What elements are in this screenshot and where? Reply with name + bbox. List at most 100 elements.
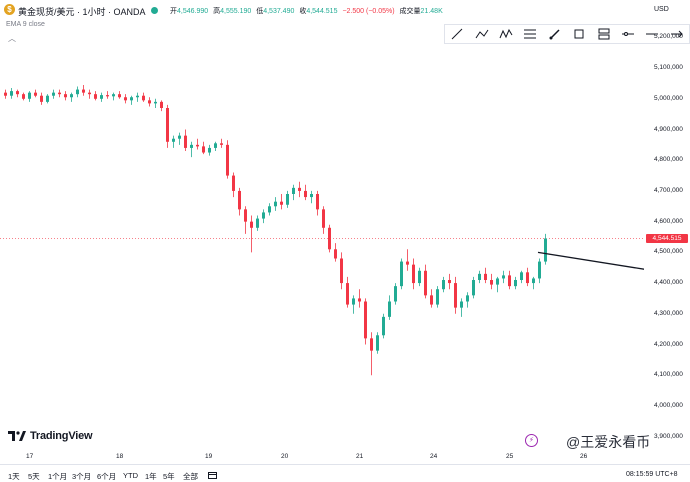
candle xyxy=(478,270,481,284)
candle xyxy=(178,132,181,145)
candle-body xyxy=(394,286,397,302)
candle xyxy=(76,86,79,98)
long-position-icon[interactable] xyxy=(596,27,612,41)
candle-body xyxy=(130,97,133,101)
time-tick-label: 25 xyxy=(506,453,514,460)
period-all[interactable]: 全部 xyxy=(183,472,198,481)
candle-body xyxy=(196,144,199,147)
candle-body xyxy=(220,143,223,145)
candle xyxy=(346,276,349,308)
period-ytd[interactable]: YTD xyxy=(123,471,138,480)
currency-label[interactable]: USD xyxy=(654,6,669,13)
xabcd-pattern-icon[interactable] xyxy=(498,27,514,41)
candle-body xyxy=(478,273,481,280)
period-6m[interactable]: 6个月 xyxy=(97,472,117,481)
candle xyxy=(298,181,301,198)
period-3m[interactable]: 3个月 xyxy=(72,472,92,481)
collapse-legend-button[interactable]: ︿ xyxy=(8,34,16,43)
lightning-icon[interactable]: ⚡ xyxy=(525,434,538,447)
candle xyxy=(250,215,253,253)
candle xyxy=(142,92,145,102)
price-tick-label: 4,100,000 xyxy=(654,371,683,379)
period-1m[interactable]: 1个月 xyxy=(48,472,68,481)
date-range-icon[interactable] xyxy=(208,471,217,481)
trend-line-icon[interactable] xyxy=(449,27,465,41)
candle-body xyxy=(214,143,217,148)
candle-body xyxy=(82,89,85,93)
candle-body xyxy=(418,270,421,284)
horizontal-line-icon[interactable] xyxy=(620,27,636,41)
watermark-text: @王爱永看币 xyxy=(566,434,651,450)
candle-body xyxy=(490,280,493,285)
candle-body xyxy=(208,147,211,153)
candle xyxy=(442,276,445,293)
candle xyxy=(304,184,307,201)
time-tick-label: 24 xyxy=(430,453,438,460)
brush-icon[interactable] xyxy=(547,27,563,41)
candle-body xyxy=(52,92,55,96)
candle-body xyxy=(118,94,121,98)
candle-body xyxy=(388,301,391,317)
symbol-title[interactable]: 黄金现货/美元 · 1小时 · OANDA xyxy=(18,7,146,17)
candle-body xyxy=(256,218,259,228)
candle xyxy=(106,91,109,99)
candle-body xyxy=(364,301,367,339)
candle-body xyxy=(106,95,109,97)
candle-body xyxy=(280,201,283,205)
candle-body xyxy=(334,249,337,259)
price-axis[interactable]: 5,200,000 5,100,000 5,000,000 4,900,000 4,80… xyxy=(644,22,690,452)
candle xyxy=(226,140,229,179)
candle xyxy=(136,92,139,102)
price-tick-label: 5,200,000 xyxy=(654,33,683,41)
period-1y[interactable]: 1年 xyxy=(145,472,157,481)
candle-body xyxy=(274,201,277,207)
candle-body xyxy=(424,270,427,296)
open-value: 4,546.990 xyxy=(177,8,209,15)
candle xyxy=(10,88,13,99)
candle-body xyxy=(22,94,25,99)
market-status-dot xyxy=(151,7,158,14)
candle-body xyxy=(70,94,73,98)
candle-body xyxy=(166,108,169,142)
flag-icon[interactable] xyxy=(644,27,660,41)
candle xyxy=(532,276,535,290)
candle-body xyxy=(244,209,247,222)
candle xyxy=(514,276,517,290)
candle xyxy=(322,206,325,234)
period-5y[interactable]: 5年 xyxy=(163,472,175,481)
fib-retracement-icon[interactable] xyxy=(522,27,538,41)
candle xyxy=(256,215,259,231)
tradingview-logo-text: TradingView xyxy=(30,430,93,442)
candle xyxy=(352,295,355,314)
candle xyxy=(214,141,217,151)
candle xyxy=(166,104,169,148)
ema-legend[interactable]: EMA 9 close xyxy=(6,21,45,28)
clock[interactable]: 08:15:59 UTC+8 xyxy=(626,471,678,478)
candle xyxy=(310,190,313,204)
time-tick-label: 18 xyxy=(116,453,124,460)
candle-body xyxy=(526,272,529,284)
candle xyxy=(400,258,403,290)
price-tick-label: 4,700,000 xyxy=(654,186,683,194)
candle xyxy=(454,276,457,314)
candle-body xyxy=(76,89,79,95)
period-1d[interactable]: 1天 xyxy=(8,472,20,481)
candle xyxy=(244,206,247,234)
gold-coin-icon: $ xyxy=(4,4,15,15)
polyline-icon[interactable] xyxy=(474,27,490,41)
candle-body xyxy=(238,190,241,210)
candle-body xyxy=(430,295,433,305)
candle-body xyxy=(178,135,181,139)
rectangle-icon[interactable] xyxy=(571,27,587,41)
price-chart[interactable] xyxy=(0,22,644,452)
time-tick-label: 21 xyxy=(356,453,364,460)
candle xyxy=(58,89,61,98)
arrow-icon[interactable] xyxy=(669,27,685,41)
period-5d[interactable]: 5天 xyxy=(28,472,40,481)
price-tick-label: 4,200,000 xyxy=(654,340,683,348)
candle xyxy=(82,84,85,96)
tradingview-logo[interactable]: TradingView xyxy=(8,430,93,442)
open-label: 开 xyxy=(170,8,177,15)
candle-body xyxy=(124,97,127,101)
candle-body xyxy=(520,272,523,280)
